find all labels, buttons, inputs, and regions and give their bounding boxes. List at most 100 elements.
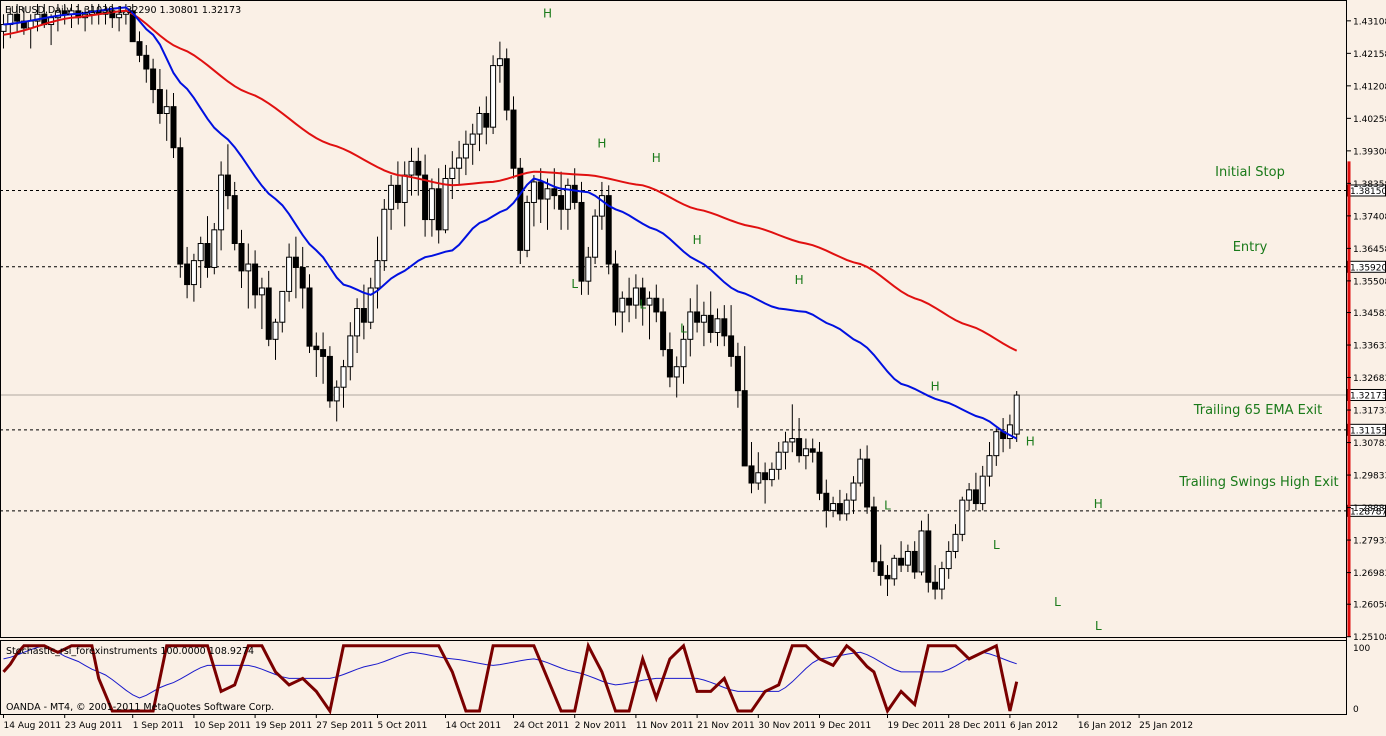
price-tick-label: 1.36458 [1353, 245, 1386, 255]
candle-bull [966, 489, 973, 501]
candle-bear [728, 335, 735, 357]
price-tick-label: 1.31733 [1353, 407, 1386, 417]
indicator-pane-border [0, 640, 1347, 715]
candle-bull [530, 181, 537, 203]
candle-bull [340, 366, 347, 388]
annotation-trailing-swings-exit: Trailing Swings High Exit [1178, 475, 1338, 490]
candle-bear [320, 349, 327, 357]
date-tick-label: 30 Nov 2011 [758, 721, 816, 731]
candle-bear [170, 106, 177, 149]
candle-bull [462, 143, 469, 159]
candle-bear [150, 68, 157, 91]
candle-bull [442, 178, 449, 231]
candle-bear [660, 311, 667, 351]
candle-bear [741, 390, 748, 467]
candle-bear [578, 201, 585, 282]
swing-low-label: L [993, 538, 1000, 552]
candle-bear [517, 167, 524, 251]
candle-bull [218, 174, 225, 231]
level-price-label: 1.35920 [1350, 263, 1386, 273]
price-tick-label: 1.26058 [1353, 601, 1386, 611]
indicator-level-low: 0 [1353, 705, 1359, 715]
candle-bear [748, 465, 755, 484]
candle-bear [898, 557, 905, 566]
candle-bull [245, 263, 252, 272]
candle-bear [816, 451, 823, 494]
price-tick-label: 1.32683 [1353, 374, 1386, 384]
candle-bull [802, 448, 809, 457]
candle-bear [238, 243, 245, 272]
price-tick-label: 1.27933 [1353, 537, 1386, 547]
price-tick-label: 1.42158 [1353, 50, 1386, 60]
candle-bull [904, 550, 911, 566]
candle-bear [762, 472, 769, 481]
candle-bear [435, 188, 442, 231]
date-tick-label: 21 Nov 2011 [697, 721, 755, 731]
candle-bear [870, 506, 877, 563]
candle-bull [190, 260, 197, 286]
swing-low-label: L [1054, 595, 1061, 609]
candle-bear [551, 188, 558, 197]
candle-bull [564, 184, 571, 210]
annotation-entry: Entry [1233, 240, 1268, 255]
candle-bear [639, 287, 646, 306]
candle-bull [374, 260, 381, 289]
candle-bear [612, 263, 619, 313]
candle-bull [272, 321, 279, 340]
date-tick-label: 1 Sep 2011 [133, 721, 184, 731]
candle-bull [388, 184, 395, 210]
candle-bull [116, 13, 123, 19]
candle-bear [326, 355, 333, 402]
candle-bear [823, 492, 830, 511]
indicator-level-high: 100 [1353, 644, 1370, 654]
ema-fast-line [3, 6, 1018, 440]
candle-bull [408, 160, 415, 176]
candle-bear [503, 58, 510, 111]
candle-bull [680, 338, 687, 368]
candle-bear [809, 448, 816, 453]
annotation-initial-stop: Initial Stop [1215, 165, 1285, 180]
candle-bear [252, 263, 259, 296]
date-tick-label: 14 Aug 2011 [4, 721, 62, 731]
candle-bull [211, 229, 218, 268]
level-price-box-inner [1348, 389, 1385, 400]
date-tick-label: 27 Sep 2011 [316, 721, 373, 731]
candle-bull [54, 10, 61, 19]
candle-bear [571, 184, 578, 203]
candle-bull [524, 201, 531, 251]
swing-high-label: H [931, 380, 940, 394]
candle-bear [972, 489, 979, 505]
date-tick-label: 19 Sep 2011 [255, 721, 312, 731]
stochastic-main-line [2, 641, 1019, 715]
level-price-label: 1.38150 [1350, 187, 1386, 197]
swing-low-label: L [1095, 619, 1102, 633]
price-tick-label: 1.26983 [1353, 569, 1386, 579]
candle-bear [605, 195, 612, 265]
indicator-title: Stochastic_rsi_forexinstruments 100.0000… [6, 646, 254, 657]
candle-bear [884, 574, 891, 580]
candle-bull [197, 243, 204, 262]
candle-bear [734, 355, 741, 392]
candle-bull [279, 290, 286, 323]
candle-bull [598, 195, 605, 217]
price-tick-label: 1.39308 [1353, 147, 1386, 157]
candle-bear [306, 287, 313, 347]
date-tick-label: 11 Nov 2011 [636, 721, 694, 731]
candle-bull [0, 24, 7, 32]
candle-bull [381, 208, 388, 262]
swing-high-label: H [543, 7, 552, 21]
candle-bear [707, 314, 714, 333]
candle-bear [299, 266, 306, 289]
candle-bull [843, 499, 850, 515]
price-tick-label: 1.35508 [1353, 277, 1386, 287]
date-tick-label: 2 Nov 2011 [575, 721, 627, 731]
candle-bull [456, 157, 463, 169]
candle-bear [932, 581, 939, 590]
price-tick-label: 1.30783 [1353, 439, 1386, 449]
candle-bear [694, 311, 701, 323]
price-tick-label: 1.33633 [1353, 342, 1386, 352]
swing-high-label: H [693, 233, 702, 247]
candle-bull [286, 256, 293, 292]
